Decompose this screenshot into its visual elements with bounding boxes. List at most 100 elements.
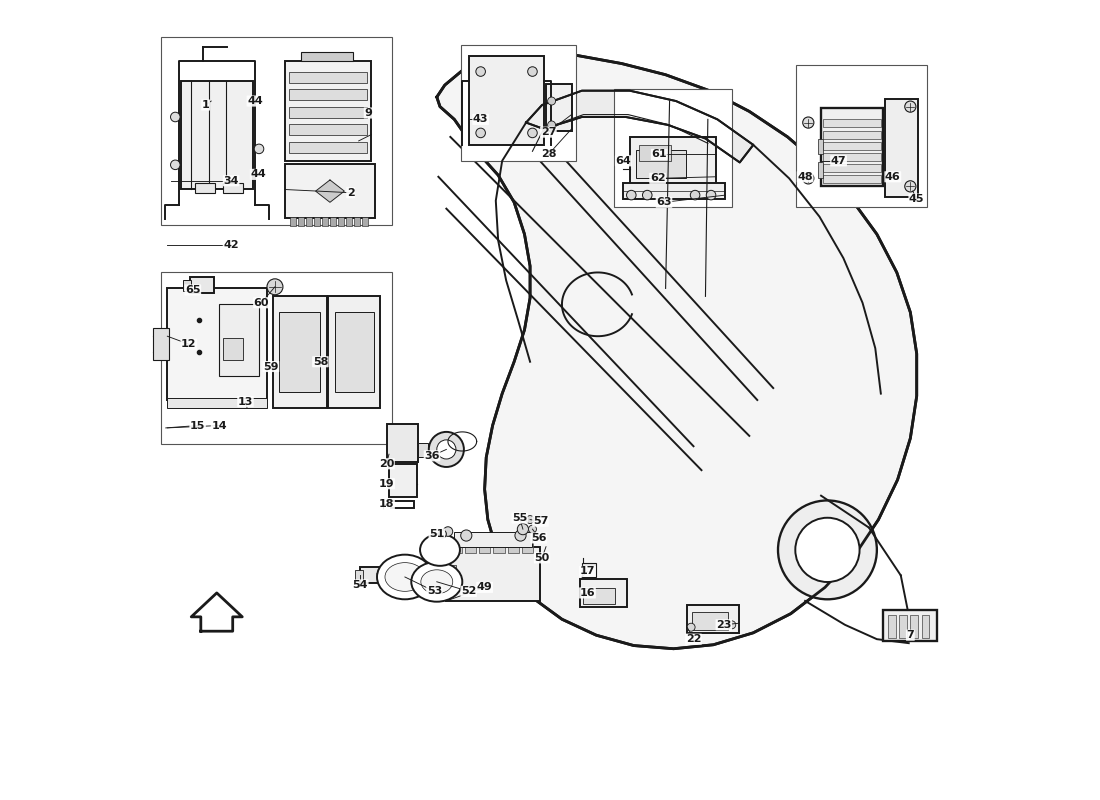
Circle shape — [439, 530, 447, 538]
Bar — [354, 570, 363, 581]
Bar — [447, 565, 455, 593]
Text: 28: 28 — [541, 150, 557, 159]
Ellipse shape — [411, 562, 462, 602]
Bar — [390, 502, 415, 508]
Text: 53: 53 — [427, 586, 442, 596]
Text: 59: 59 — [263, 362, 278, 371]
Circle shape — [170, 112, 180, 122]
Ellipse shape — [778, 501, 877, 599]
Bar — [290, 217, 297, 226]
Bar — [461, 46, 576, 161]
Circle shape — [528, 128, 537, 138]
Text: 61: 61 — [651, 150, 667, 159]
Circle shape — [267, 279, 283, 294]
Text: 52: 52 — [461, 586, 476, 596]
Circle shape — [254, 144, 264, 154]
Circle shape — [642, 190, 652, 200]
Text: 44: 44 — [251, 170, 266, 179]
Text: 19: 19 — [378, 478, 395, 489]
Circle shape — [706, 190, 716, 200]
Bar — [345, 217, 352, 226]
Bar — [821, 108, 883, 186]
Circle shape — [476, 66, 485, 76]
Text: 54: 54 — [352, 580, 368, 590]
Polygon shape — [316, 180, 344, 202]
Text: 7: 7 — [906, 630, 914, 640]
Bar — [273, 296, 327, 408]
Bar — [888, 615, 896, 638]
Text: 12: 12 — [182, 339, 197, 349]
Polygon shape — [526, 90, 754, 162]
Bar — [478, 543, 491, 553]
Bar — [614, 89, 732, 207]
Text: 56: 56 — [531, 533, 547, 543]
Text: 34: 34 — [223, 176, 239, 186]
Bar — [322, 217, 329, 226]
Bar — [688, 605, 739, 633]
Circle shape — [443, 526, 453, 536]
Circle shape — [170, 160, 180, 170]
Ellipse shape — [795, 518, 859, 582]
Circle shape — [515, 530, 526, 541]
Bar — [508, 543, 519, 553]
Bar — [464, 543, 476, 553]
Bar — [922, 615, 930, 638]
Polygon shape — [437, 54, 916, 649]
Bar — [314, 217, 320, 226]
Bar — [180, 81, 253, 189]
Bar — [883, 610, 937, 641]
Bar — [306, 217, 312, 226]
Text: 23: 23 — [716, 620, 732, 630]
Bar — [469, 56, 544, 145]
Bar — [184, 280, 191, 290]
Circle shape — [905, 181, 916, 192]
Bar — [289, 71, 367, 82]
Bar — [818, 138, 823, 154]
Ellipse shape — [377, 554, 432, 599]
Bar — [279, 312, 320, 392]
Circle shape — [688, 623, 695, 631]
Bar — [884, 99, 918, 197]
Bar — [636, 150, 685, 178]
Circle shape — [728, 621, 736, 629]
Text: 47: 47 — [830, 156, 846, 166]
Circle shape — [526, 515, 535, 523]
Bar — [338, 217, 344, 226]
Bar — [285, 61, 372, 161]
Text: 9: 9 — [364, 108, 372, 118]
Text: 2: 2 — [346, 188, 354, 198]
Ellipse shape — [420, 534, 460, 566]
Bar — [219, 304, 258, 376]
Circle shape — [461, 530, 472, 541]
Ellipse shape — [421, 570, 453, 594]
Bar — [583, 588, 615, 604]
Bar — [167, 288, 267, 400]
Circle shape — [548, 121, 556, 129]
Text: 55: 55 — [513, 513, 527, 523]
Bar — [289, 89, 367, 100]
Bar — [692, 612, 728, 630]
Circle shape — [528, 525, 537, 533]
Bar — [639, 145, 671, 161]
Bar — [447, 546, 540, 601]
Bar — [189, 278, 213, 293]
Bar — [824, 142, 881, 150]
Text: 51: 51 — [429, 529, 444, 539]
Bar — [289, 106, 367, 118]
Bar — [582, 562, 596, 577]
Text: 60: 60 — [254, 298, 270, 308]
Circle shape — [803, 117, 814, 128]
Bar — [494, 543, 505, 553]
Text: 50: 50 — [535, 553, 550, 563]
Circle shape — [803, 173, 814, 184]
Circle shape — [627, 190, 636, 200]
Bar — [161, 273, 392, 444]
Bar — [546, 84, 572, 130]
Bar — [153, 328, 169, 360]
Bar — [334, 312, 374, 392]
Bar — [285, 164, 375, 218]
Bar — [824, 153, 881, 161]
Bar — [195, 183, 216, 193]
Bar — [330, 217, 337, 226]
Bar — [329, 296, 381, 408]
